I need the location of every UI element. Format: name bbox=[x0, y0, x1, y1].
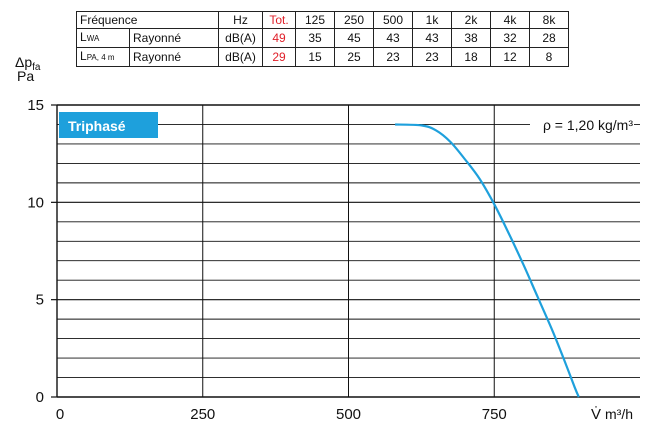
y-label-unit: Pa bbox=[17, 68, 34, 84]
x-tick-label: 0 bbox=[56, 406, 64, 423]
x-axis-label: V̇ m³/h bbox=[591, 406, 633, 423]
table-header-cell: 250 bbox=[334, 11, 374, 29]
row-value-cell: 25 bbox=[334, 47, 374, 67]
table-header-row: Fréquence Hz Tot. 125 250 500 1k 2k 4k 8… bbox=[76, 11, 569, 29]
density-annotation: ρ = 1,20 kg/m³ bbox=[543, 117, 633, 133]
row-symbol: L bbox=[80, 49, 87, 63]
table-row-lpa: LPA, 4 m Rayonné dB(A) 29 15 25 23 23 18… bbox=[76, 47, 569, 67]
x-label-unit: m³/h bbox=[605, 406, 633, 422]
x-tick-label: 250 bbox=[190, 406, 215, 423]
y-label-subscript: fa bbox=[32, 62, 41, 73]
row-value-cell: 45 bbox=[334, 28, 374, 48]
svg-text:Δpfa: Δpfa bbox=[15, 54, 41, 73]
y-tick-label: 15 bbox=[27, 97, 44, 114]
svg-text:V̇m³/h: V̇ m³/h bbox=[591, 406, 633, 423]
row-total-cell: 29 bbox=[262, 47, 296, 67]
annotation-background bbox=[530, 114, 634, 136]
row-value-cell: 28 bbox=[529, 28, 569, 48]
series-badge: Triphasé bbox=[59, 112, 158, 138]
plot-frame bbox=[51, 104, 640, 398]
x-label-symbol: V̇ bbox=[591, 406, 601, 423]
y-tick-label: 5 bbox=[36, 292, 44, 309]
badge-label: Triphasé bbox=[68, 118, 126, 134]
badge-background bbox=[59, 112, 158, 138]
row-type-cell: Rayonné bbox=[129, 28, 219, 48]
row-unit-cell: dB(A) bbox=[218, 28, 263, 48]
y-tick-label: 0 bbox=[36, 389, 44, 406]
x-tick-label: 750 bbox=[482, 406, 507, 423]
y-tick-label: 10 bbox=[27, 194, 44, 211]
sound-level-table: Fréquence Hz Tot. 125 250 500 1k 2k 4k 8… bbox=[76, 11, 569, 67]
row-value-cell: 23 bbox=[373, 47, 413, 67]
curve-series bbox=[395, 123, 580, 398]
x-tick-label: 500 bbox=[336, 406, 361, 423]
y-axis-label: Δpfa Pa bbox=[15, 54, 41, 84]
tick-labels: 0 5 10 15 0 250 500 750 bbox=[27, 97, 506, 423]
row-type-cell: Rayonné bbox=[129, 47, 219, 67]
row-subscript: PA, 4 m bbox=[86, 53, 115, 62]
grid-lines bbox=[57, 105, 640, 397]
row-subscript: WA bbox=[86, 34, 100, 43]
row-symbol: L bbox=[80, 30, 87, 44]
fan-curve-line bbox=[395, 123, 580, 398]
row-value-cell: 8 bbox=[529, 47, 569, 67]
y-label-symbol: Δp bbox=[15, 54, 32, 70]
row-unit-cell: dB(A) bbox=[218, 47, 263, 67]
